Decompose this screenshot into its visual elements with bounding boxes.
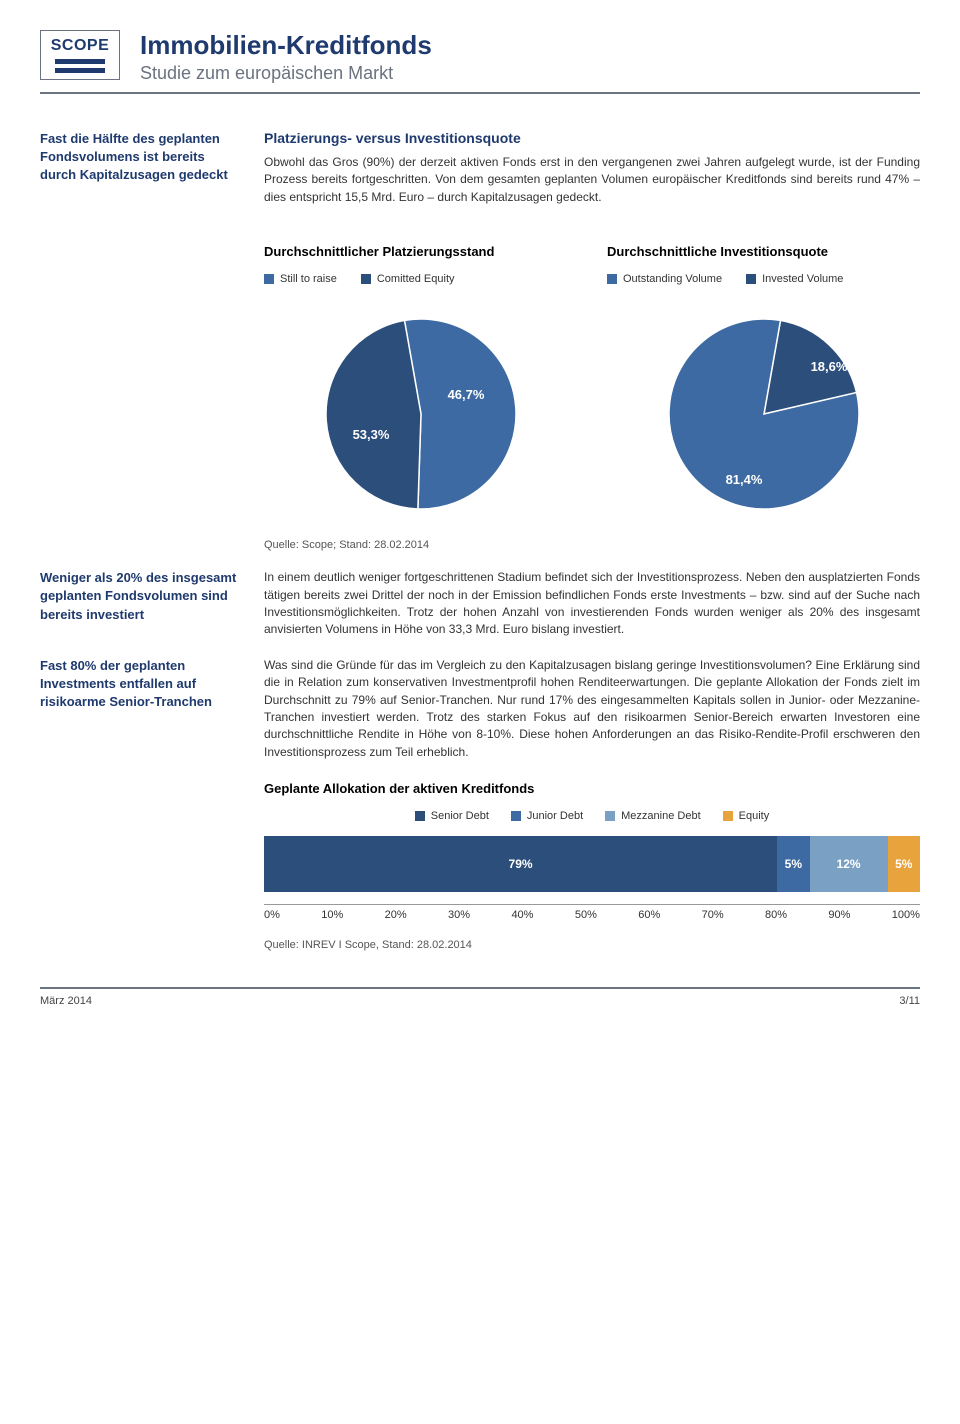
body-text-1: Obwohl das Gros (90%) der derzeit aktive…: [264, 154, 920, 206]
chart-legend-2: Outstanding Volume Invested Volume: [607, 273, 920, 285]
alloc-segment: 12%: [810, 836, 888, 892]
alloc-title: Geplante Allokation der aktiven Kreditfo…: [264, 781, 920, 796]
chart-legend-1: Still to raise Comitted Equity: [264, 273, 577, 285]
alloc-stacked-bar: 79%5%12%5%: [264, 836, 920, 892]
page-footer: März 2014 3/11: [40, 987, 920, 1007]
svg-text:18,6%: 18,6%: [810, 359, 847, 374]
logo-text: SCOPE: [51, 37, 110, 55]
logo-bars-icon: [55, 59, 105, 73]
margin-note-1: Fast die Hälfte des geplanten Fondsvolum…: [40, 130, 240, 206]
alloc-segment: 5%: [888, 836, 920, 892]
page-header: SCOPE Immobilien-Kreditfonds Studie zum …: [40, 30, 920, 94]
alloc-axis: 0%10%20%30%40%50%60%70%80%90%100%: [264, 904, 920, 921]
footer-date: März 2014: [40, 995, 92, 1007]
svg-text:81,4%: 81,4%: [725, 472, 762, 487]
alloc-segment: 79%: [264, 836, 777, 892]
section-title-1: Platzierungs- versus Investitionsquote: [264, 130, 920, 146]
alloc-segment: 5%: [777, 836, 809, 892]
source-1: Quelle: Scope; Stand: 28.02.2014: [264, 539, 920, 551]
body-text-2: In einem deutlich weniger fortgeschritte…: [264, 569, 920, 639]
margin-note-2: Weniger als 20% des insgesamt geplanten …: [40, 569, 240, 639]
pie-chart-2: Durchschnittliche Investitionsquote Outs…: [607, 244, 920, 529]
chart-title-1: Durchschnittlicher Platzierungsstand: [264, 244, 577, 259]
logo: SCOPE: [40, 30, 120, 80]
pie-chart-1: Durchschnittlicher Platzierungsstand Sti…: [264, 244, 577, 529]
chart-title-2: Durchschnittliche Investitionsquote: [607, 244, 920, 259]
page-title: Immobilien-Kreditfonds: [140, 30, 432, 61]
body-text-3: Was sind die Gründe für das im Vergleich…: [264, 657, 920, 761]
source-2: Quelle: INREV I Scope, Stand: 28.02.2014: [264, 939, 920, 951]
pie-chart-svg-1: 53,3% 46,7%: [281, 299, 561, 529]
margin-note-3: Fast 80% der geplanten Investments entfa…: [40, 657, 240, 951]
alloc-legend: Senior Debt Junior Debt Mezzanine Debt E…: [264, 810, 920, 822]
pie-chart-svg-2: 18,6% 81,4%: [624, 299, 904, 529]
page-subtitle: Studie zum europäischen Markt: [140, 63, 432, 84]
svg-text:46,7%: 46,7%: [447, 387, 484, 402]
footer-page: 3/11: [899, 995, 920, 1007]
svg-text:53,3%: 53,3%: [352, 427, 389, 442]
